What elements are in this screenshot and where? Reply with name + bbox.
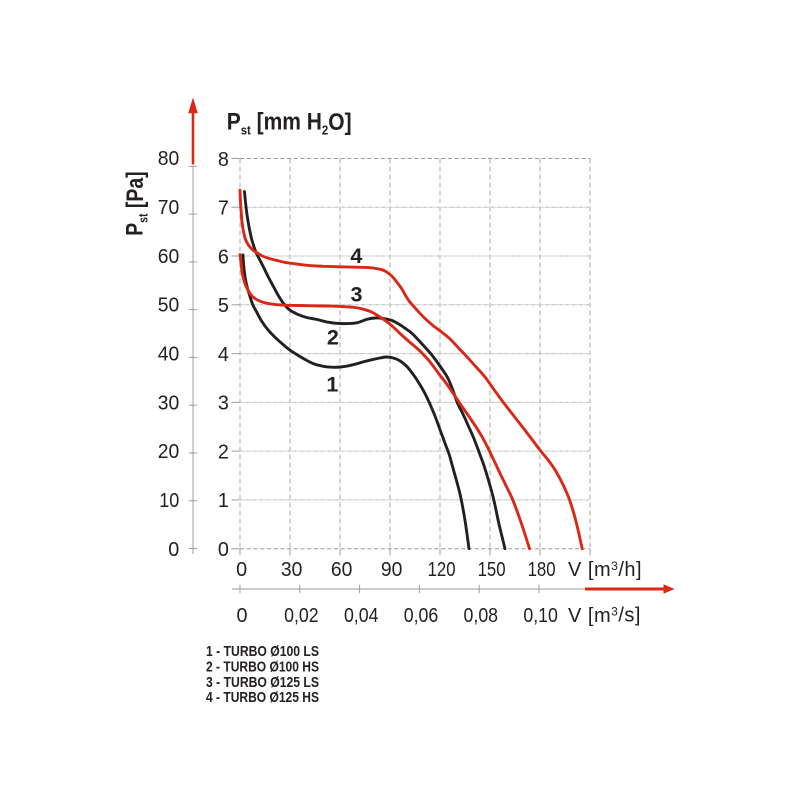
svg-text:0,08: 0,08 bbox=[464, 605, 499, 627]
svg-text:150: 150 bbox=[478, 559, 506, 581]
svg-text:4 - TURBO Ø125 HS: 4 - TURBO Ø125 HS bbox=[206, 689, 319, 706]
svg-text:120: 120 bbox=[428, 559, 456, 581]
svg-text:V [m3/h]: V [m3/h] bbox=[568, 559, 642, 581]
svg-text:20: 20 bbox=[158, 441, 180, 463]
svg-text:3: 3 bbox=[351, 282, 363, 306]
svg-text:180: 180 bbox=[528, 559, 556, 581]
svg-text:0: 0 bbox=[236, 559, 247, 581]
svg-text:30: 30 bbox=[158, 392, 180, 414]
svg-text:70: 70 bbox=[158, 197, 180, 219]
svg-text:0: 0 bbox=[218, 539, 229, 561]
svg-text:0,10: 0,10 bbox=[523, 605, 558, 627]
svg-text:3: 3 bbox=[218, 393, 229, 415]
svg-text:80: 80 bbox=[158, 148, 180, 170]
svg-text:2: 2 bbox=[327, 326, 339, 350]
svg-text:2 - TURBO Ø100 HS: 2 - TURBO Ø100 HS bbox=[206, 658, 319, 675]
svg-text:0,06: 0,06 bbox=[404, 605, 439, 627]
svg-text:6: 6 bbox=[218, 246, 229, 268]
svg-text:1: 1 bbox=[326, 373, 338, 397]
svg-text:8: 8 bbox=[218, 149, 229, 171]
svg-text:2: 2 bbox=[218, 441, 229, 463]
svg-text:1: 1 bbox=[218, 490, 229, 512]
svg-text:1 - TURBO Ø100 LS: 1 - TURBO Ø100 LS bbox=[206, 643, 319, 660]
svg-text:3 - TURBO Ø125 LS: 3 - TURBO Ø125 LS bbox=[206, 674, 319, 691]
svg-text:0,02: 0,02 bbox=[284, 605, 319, 627]
svg-text:10: 10 bbox=[159, 490, 179, 512]
svg-text:40: 40 bbox=[158, 344, 180, 366]
svg-text:60: 60 bbox=[158, 246, 180, 268]
svg-text:Pst [Pa]: Pst [Pa] bbox=[121, 171, 151, 235]
svg-text:4: 4 bbox=[350, 244, 362, 268]
svg-text:4: 4 bbox=[218, 344, 229, 366]
svg-text:0: 0 bbox=[168, 539, 179, 561]
svg-text:7: 7 bbox=[218, 198, 229, 220]
svg-text:90: 90 bbox=[381, 559, 403, 581]
svg-text:V [m3/s]: V [m3/s] bbox=[568, 605, 641, 627]
svg-text:Pst [mm H2O]: Pst [mm H2O] bbox=[227, 108, 352, 137]
svg-text:50: 50 bbox=[158, 295, 180, 317]
svg-text:60: 60 bbox=[331, 559, 353, 581]
svg-text:5: 5 bbox=[218, 295, 229, 317]
svg-text:0: 0 bbox=[237, 605, 248, 627]
svg-text:0,04: 0,04 bbox=[344, 605, 379, 627]
svg-text:30: 30 bbox=[281, 559, 303, 581]
